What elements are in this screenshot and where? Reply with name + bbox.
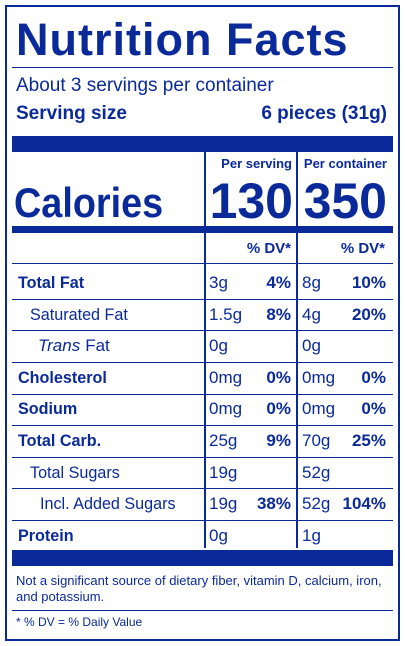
dv-serving: 38% [256, 494, 291, 514]
label-border [5, 5, 400, 641]
amount-serving: 0mg [209, 367, 243, 387]
dv-serving: 0% [266, 399, 291, 419]
amount-container: 8g [302, 273, 321, 292]
dv-container: 0% [361, 399, 386, 419]
nutrient-label: Sodium [18, 399, 78, 419]
divider [12, 393, 393, 395]
column-header: Per serving [221, 156, 292, 171]
amount-serving: 0g [209, 525, 228, 545]
nutrient-label: Total Fat [18, 273, 85, 292]
nutrient-label: Protein [18, 525, 74, 545]
amount-container: 4g [302, 304, 321, 324]
divider [12, 362, 393, 363]
nutrient-label: Fat [85, 336, 110, 356]
amount-container: 52g [302, 462, 331, 482]
dv-header: % DV* [246, 240, 291, 257]
nutrient-label: Incl. Added Sugars [40, 494, 176, 514]
dv-header: % DV* [340, 240, 385, 257]
amount-serving: 0g [209, 336, 228, 356]
amount-container: 52g [302, 494, 331, 514]
nutrient-label: Saturated Fat [30, 304, 128, 324]
amount-serving: 19g [209, 494, 238, 514]
divider [12, 520, 393, 521]
dv-container: 104% [342, 494, 386, 514]
calories-serving: 130 [209, 173, 293, 229]
amount-serving: 25g [209, 431, 238, 450]
calories-container: 350 [303, 173, 387, 229]
dv-serving: 4% [266, 273, 291, 292]
amount-serving: 3g [209, 273, 228, 292]
divider [12, 330, 393, 332]
dv-serving: 8% [266, 304, 291, 324]
divider [12, 488, 393, 490]
title: Nutrition Facts [16, 14, 349, 65]
amount-container: 0mg [302, 399, 336, 419]
amount-container: 70g [302, 431, 331, 450]
thick-bar [12, 136, 393, 152]
nutrient-label: Cholesterol [18, 367, 107, 387]
dv-serving: 0% [266, 367, 291, 387]
amount-container: 0g [302, 336, 321, 356]
servings: About 3 servings per container [16, 75, 274, 96]
divider [12, 425, 393, 427]
dv-serving: 9% [266, 431, 291, 450]
medium-bar [12, 226, 393, 233]
serving-size: 6 pieces (31g) [261, 103, 387, 124]
column-divider [296, 152, 298, 548]
dv-note: * % DV = % Daily Value [16, 615, 143, 629]
divider [12, 610, 393, 611]
dv-container: 25% [351, 431, 386, 450]
nutrient-label: Total Carb. [18, 431, 102, 450]
calories-label: Calories [14, 179, 164, 226]
divider [12, 263, 393, 264]
nutrient-label: Total Sugars [30, 462, 120, 482]
footnote: Not a significant source of dietary fibe… [16, 573, 382, 604]
amount-serving: 0mg [209, 399, 243, 419]
amount-container: 0mg [302, 367, 336, 387]
dv-container: 0% [361, 367, 386, 387]
divider [12, 298, 393, 300]
column-divider [204, 152, 206, 548]
divider [12, 67, 393, 68]
amount-container: 1g [302, 525, 321, 545]
dv-container: 20% [351, 304, 386, 324]
nutrient-label-italic: Trans [38, 336, 81, 356]
thick-bar [12, 550, 393, 566]
amount-serving: 19g [209, 462, 238, 482]
amount-serving: 1.5g [209, 304, 243, 324]
divider [12, 456, 393, 458]
column-header: Per container [303, 156, 387, 171]
serving-size-label: Serving size [16, 103, 127, 124]
dv-container: 10% [351, 273, 386, 292]
